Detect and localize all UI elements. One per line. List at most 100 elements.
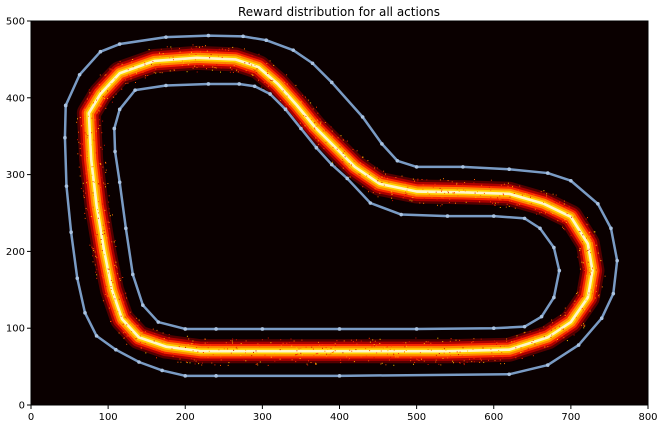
reward-speckle bbox=[410, 357, 412, 359]
reward-speckle bbox=[325, 347, 327, 349]
reward-speckle bbox=[560, 314, 562, 316]
reward-speckle bbox=[94, 251, 96, 253]
reward-speckle bbox=[92, 195, 94, 197]
reward-speckle bbox=[554, 327, 556, 329]
reward-speckle bbox=[587, 250, 589, 251]
reward-speckle bbox=[579, 268, 581, 270]
track-outer-border-point bbox=[310, 61, 315, 66]
reward-speckle bbox=[473, 338, 475, 340]
reward-speckle bbox=[270, 342, 272, 344]
reward-speckle bbox=[94, 119, 96, 121]
reward-speckle bbox=[540, 211, 542, 213]
reward-speckle bbox=[92, 166, 94, 167]
reward-speckle bbox=[153, 348, 155, 350]
reward-speckle bbox=[519, 203, 521, 205]
reward-speckle bbox=[103, 254, 105, 256]
reward-speckle bbox=[541, 198, 543, 199]
reward-speckle bbox=[156, 329, 158, 331]
reward-speckle bbox=[587, 261, 589, 263]
reward-speckle bbox=[188, 54, 190, 55]
reward-speckle bbox=[244, 62, 246, 64]
reward-speckle bbox=[277, 88, 279, 90]
reward-speckle bbox=[435, 354, 437, 356]
reward-speckle bbox=[372, 192, 374, 194]
reward-speckle bbox=[462, 184, 464, 185]
reward-speckle bbox=[143, 71, 145, 73]
reward-speckle bbox=[479, 361, 481, 363]
reward-speckle bbox=[104, 85, 106, 87]
reward-speckle bbox=[285, 104, 287, 106]
reward-speckle bbox=[332, 146, 334, 148]
reward-speckle bbox=[317, 352, 319, 354]
track-inner-border-point bbox=[117, 107, 122, 112]
reward-speckle bbox=[532, 355, 534, 357]
reward-speckle bbox=[95, 234, 97, 235]
track-outer-border-point bbox=[395, 158, 400, 163]
reward-speckle bbox=[236, 346, 238, 348]
reward-speckle bbox=[196, 67, 198, 69]
reward-speckle bbox=[360, 340, 362, 342]
reward-speckle bbox=[423, 198, 425, 200]
reward-speckle bbox=[169, 70, 171, 72]
reward-speckle bbox=[290, 338, 292, 340]
reward-speckle bbox=[103, 277, 105, 279]
reward-speckle bbox=[494, 205, 496, 206]
reward-speckle bbox=[229, 343, 231, 345]
reward-speckle bbox=[519, 185, 521, 187]
reward-speckle bbox=[322, 347, 323, 349]
reward-speckle bbox=[253, 351, 254, 353]
reward-speckle bbox=[235, 339, 237, 341]
reward-speckle bbox=[194, 363, 196, 365]
reward-speckle bbox=[467, 350, 469, 352]
reward-speckle bbox=[256, 363, 258, 365]
reward-speckle bbox=[263, 81, 265, 83]
reward-speckle bbox=[102, 224, 104, 226]
reward-speckle bbox=[145, 352, 147, 354]
reward-speckle bbox=[159, 72, 161, 74]
reward-speckle bbox=[427, 349, 429, 350]
reward-speckle bbox=[504, 363, 505, 365]
reward-heat-layer bbox=[76, 44, 606, 366]
reward-speckle bbox=[461, 354, 463, 356]
reward-speckle bbox=[309, 130, 311, 132]
reward-speckle bbox=[102, 166, 104, 168]
reward-speckle bbox=[100, 146, 102, 148]
reward-speckle bbox=[155, 337, 157, 339]
reward-speckle bbox=[126, 297, 127, 299]
y-tick-label: 400 bbox=[6, 93, 25, 104]
reward-speckle bbox=[551, 198, 553, 200]
reward-speckle bbox=[124, 79, 126, 81]
reward-speckle bbox=[91, 166, 93, 168]
reward-speckle bbox=[592, 267, 593, 269]
reward-speckle bbox=[93, 248, 95, 250]
reward-speckle bbox=[178, 341, 180, 343]
reward-speckle bbox=[298, 348, 300, 350]
reward-speckle bbox=[102, 230, 104, 232]
reward-speckle bbox=[92, 206, 94, 208]
reward-speckle bbox=[94, 180, 96, 182]
reward-speckle bbox=[360, 356, 362, 358]
reward-speckle bbox=[79, 148, 81, 149]
reward-speckle bbox=[107, 255, 109, 257]
reward-speckle bbox=[153, 71, 155, 73]
reward-speckle bbox=[99, 163, 101, 165]
reward-speckle bbox=[153, 340, 155, 342]
reward-speckle bbox=[100, 243, 102, 245]
reward-speckle bbox=[447, 357, 449, 359]
reward-speckle bbox=[240, 343, 242, 345]
reward-speckle bbox=[78, 141, 80, 143]
reward-speckle bbox=[188, 62, 190, 64]
reward-speckle bbox=[368, 337, 370, 339]
reward-speckle bbox=[105, 171, 107, 173]
reward-speckle bbox=[577, 294, 579, 296]
reward-speckle bbox=[523, 332, 525, 334]
reward-speckle bbox=[441, 190, 442, 192]
reward-speckle bbox=[463, 360, 465, 362]
reward-speckle bbox=[342, 352, 344, 354]
reward-speckle bbox=[145, 75, 147, 77]
reward-speckle bbox=[235, 347, 237, 349]
reward-speckle bbox=[132, 59, 134, 60]
reward-speckle bbox=[285, 107, 287, 108]
reward-speckle bbox=[113, 96, 115, 98]
reward-speckle bbox=[91, 132, 93, 134]
